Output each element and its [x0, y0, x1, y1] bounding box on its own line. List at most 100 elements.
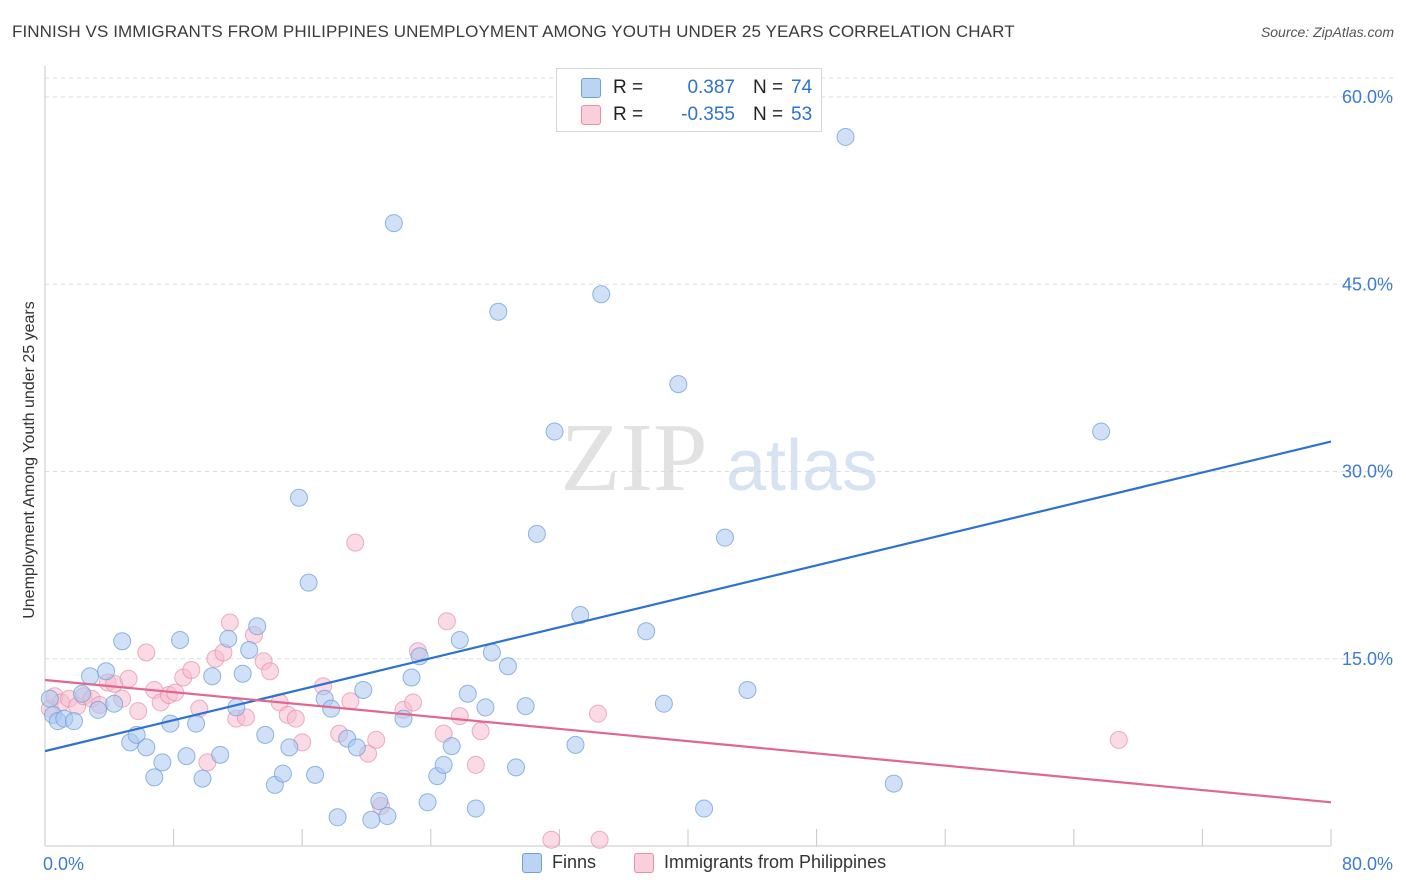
finns-point	[177, 747, 196, 766]
philippines-point	[346, 533, 365, 552]
series-legend: Finns Immigrants from Philippines	[0, 852, 1406, 876]
finns-point	[105, 694, 124, 713]
philippines-point	[590, 830, 609, 849]
finns-point	[434, 755, 453, 774]
finns-point	[97, 662, 116, 681]
finns-point	[498, 657, 517, 676]
finns-point	[280, 738, 299, 757]
finns-point	[273, 764, 292, 783]
philippines-point	[466, 755, 485, 774]
philippines-point	[437, 612, 456, 631]
philippines-point	[261, 662, 280, 681]
philippines-point	[129, 702, 148, 721]
finns-point	[738, 680, 757, 699]
finns-point	[654, 694, 673, 713]
y-axis-label: Unemployment Among Youth under 25 years	[21, 301, 38, 619]
chart-title: FINNISH VS IMMIGRANTS FROM PHILIPPINES U…	[12, 22, 1015, 41]
finns-point	[571, 606, 590, 625]
finns-points	[40, 127, 1111, 829]
finns-point	[145, 768, 164, 787]
legend-r-value: -0.355	[681, 104, 735, 125]
series-label-finns: Finns	[552, 852, 597, 872]
finns-point	[489, 302, 508, 321]
finns-point	[384, 214, 403, 233]
watermark: ZIP atlas	[561, 404, 879, 512]
finns-point	[306, 765, 325, 784]
finns-point	[354, 680, 373, 699]
finns-point	[402, 668, 421, 687]
philippines-point	[286, 709, 305, 728]
series-swatch-finns	[522, 852, 542, 873]
finns-point	[715, 528, 734, 547]
finns-point	[566, 735, 585, 754]
philippines-trend-line	[44, 678, 1332, 804]
finns-point	[506, 758, 525, 777]
series-swatch-philippines	[634, 852, 654, 873]
series-label-philippines: Immigrants from Philippines	[664, 852, 887, 872]
philippines-point	[450, 707, 469, 726]
y-tick-label: 60.0%	[1342, 87, 1393, 107]
finns-point	[695, 799, 714, 818]
series-legend-finns: Finns	[522, 852, 596, 873]
finns-point	[362, 810, 381, 829]
finns-point	[450, 631, 469, 650]
finns-point	[442, 737, 461, 756]
finns-point	[545, 422, 564, 441]
philippines-point	[137, 643, 156, 662]
finns-point	[137, 738, 156, 757]
legend-n-label: N =	[753, 104, 784, 125]
finns-point	[256, 725, 275, 744]
philippines-point	[542, 830, 561, 849]
philippines-point	[404, 693, 423, 712]
finns-point	[527, 524, 546, 543]
finns-point	[592, 285, 611, 304]
y-tick-label: 45.0%	[1342, 274, 1393, 294]
y-tick-label: 30.0%	[1342, 462, 1393, 482]
tick-labels: 15.0% 30.0% 45.0% 60.0% 0.0% 80.0%	[43, 87, 1393, 874]
source-label: Source: ZipAtlas.com	[1260, 24, 1394, 40]
finns-point	[72, 684, 91, 703]
finns-point	[884, 774, 903, 793]
finns-point	[370, 792, 389, 811]
finns-point	[836, 127, 855, 146]
finns-point	[211, 745, 230, 764]
legend-row-philippines: R = -0.355 N = 53	[581, 104, 812, 126]
legend-r-label: R =	[613, 104, 644, 125]
finns-point	[219, 629, 238, 648]
finns-point	[113, 632, 132, 651]
legend-r-value: 0.387	[687, 77, 735, 98]
legend-n-label: N =	[753, 77, 784, 98]
finns-point	[458, 684, 477, 703]
legend-n-value: 74	[791, 77, 813, 98]
finns-point	[40, 689, 59, 708]
finns-point	[161, 714, 180, 733]
legend-r-label: R =	[613, 77, 644, 98]
legend-row-finns: R = 0.387 N = 74	[581, 77, 812, 99]
correlation-legend: R = 0.387 N = 74 R = -0.355 N = 53	[556, 68, 822, 132]
legend-swatch-philippines	[581, 105, 601, 125]
philippines-point	[471, 722, 490, 741]
finns-point	[347, 738, 366, 757]
finns-point	[233, 664, 252, 683]
philippines-point	[119, 669, 138, 688]
philippines-point	[1109, 730, 1128, 749]
finns-point	[203, 667, 222, 686]
legend-swatch-finns	[581, 78, 601, 98]
finns-point	[171, 631, 190, 650]
finns-point	[248, 617, 267, 636]
series-legend-philippines: Immigrants from Philippines	[634, 852, 886, 873]
philippines-points	[40, 533, 1128, 849]
finns-point	[378, 807, 397, 826]
finns-point	[669, 375, 688, 394]
finns-point	[89, 700, 108, 719]
finns-point	[81, 667, 100, 686]
philippines-point	[588, 704, 607, 723]
finns-point	[187, 714, 206, 733]
finns-point	[64, 712, 83, 731]
gridlines	[45, 77, 1393, 660]
watermark-atlas: atlas	[726, 426, 878, 506]
finns-point	[1092, 422, 1111, 441]
finns-point	[516, 697, 535, 716]
finns-point	[240, 641, 259, 660]
finns-point	[418, 793, 437, 812]
